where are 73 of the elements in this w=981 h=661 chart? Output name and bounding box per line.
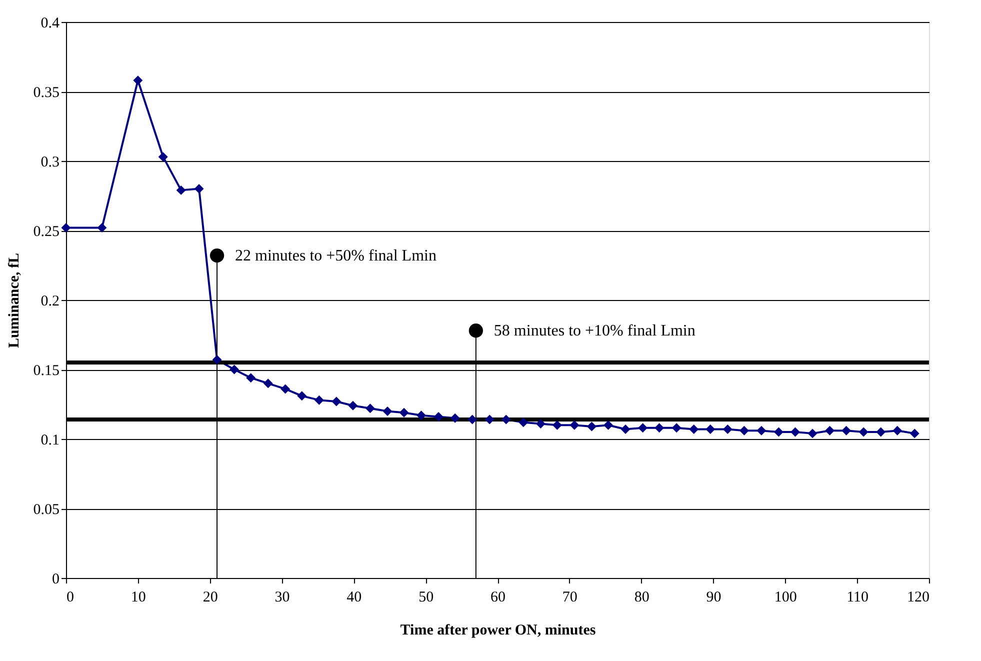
x-tick-label: 50 (418, 590, 434, 606)
point (570, 420, 580, 430)
y-tick-label: 0 (52, 572, 60, 588)
point (230, 364, 240, 374)
point (536, 418, 546, 428)
point (263, 378, 273, 388)
point (654, 423, 664, 433)
point (450, 413, 460, 423)
point (790, 427, 800, 437)
x-tick-label: 110 (846, 590, 869, 606)
point (176, 185, 186, 195)
point (382, 406, 392, 416)
point (332, 396, 342, 406)
point (246, 373, 256, 383)
point (620, 424, 630, 434)
y-tick-label: 0.25 (33, 224, 60, 240)
point (484, 414, 494, 424)
x-tick-label: 30 (274, 590, 290, 606)
y-tick-label: 0.05 (33, 502, 60, 518)
point (638, 423, 648, 433)
y-tick-label: 0.4 (40, 16, 60, 32)
point (97, 222, 107, 232)
point (416, 410, 426, 420)
x-tick-label: 0 (66, 590, 74, 606)
point (876, 427, 886, 437)
y-tick-label: 0.15 (33, 363, 60, 379)
x-axis-title: Time after power ON, minutes (400, 622, 596, 638)
x-tick-label: 120 (907, 590, 930, 606)
point (910, 428, 920, 438)
x-tick-label: 100 (774, 590, 797, 606)
point (842, 426, 852, 436)
point (604, 420, 613, 430)
point (739, 426, 749, 436)
x-tick-label: 70 (562, 590, 578, 606)
point (314, 395, 324, 405)
point (672, 423, 682, 433)
y-tick-label: 0.1 (40, 432, 60, 448)
point (399, 408, 409, 418)
point (552, 420, 562, 430)
point (468, 414, 478, 424)
point (808, 428, 818, 438)
annotation: 58 minutes to +10% final Lmin (494, 322, 696, 340)
point (586, 422, 596, 432)
x-tick-label: 10 (130, 590, 146, 606)
x-tick-label: 40 (346, 590, 362, 606)
annotation: 22 minutes to +50% final Lmin (235, 248, 436, 265)
point (212, 355, 222, 365)
x-tick-label: 60 (490, 590, 506, 606)
point (825, 426, 834, 436)
y-tick-label: 0.2 (40, 294, 60, 310)
point (706, 424, 716, 434)
y-tick-label: 0.3 (40, 154, 60, 170)
point (348, 400, 358, 410)
point (501, 414, 511, 424)
point (892, 426, 902, 436)
point (722, 424, 732, 434)
point (194, 184, 204, 194)
x-tick-label: 20 (202, 590, 218, 606)
point (158, 152, 168, 162)
x-tick-label: 80 (634, 590, 650, 606)
y-axis-title: Luminance, fL (6, 252, 22, 348)
point (297, 391, 307, 401)
point (858, 427, 868, 437)
point (689, 424, 699, 434)
x-tick-label: 90 (706, 590, 722, 606)
point (133, 76, 143, 86)
point (365, 404, 375, 414)
point (756, 426, 766, 436)
point (434, 412, 444, 422)
y-tick-label: 0.35 (33, 85, 60, 101)
point (774, 427, 784, 437)
point (518, 418, 528, 428)
point (280, 384, 290, 394)
